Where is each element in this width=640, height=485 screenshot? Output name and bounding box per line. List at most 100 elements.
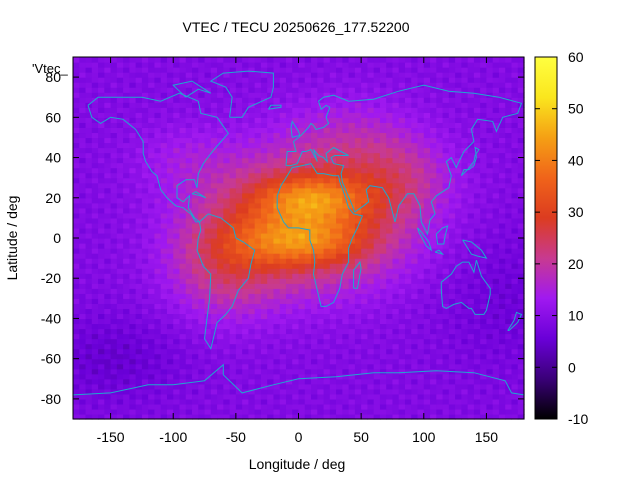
heatmap-cell (198, 92, 206, 98)
heatmap-cell (292, 348, 300, 355)
heatmap-cell (210, 142, 218, 149)
heatmap-cell (404, 122, 412, 128)
heatmap-cell (473, 398, 481, 405)
heatmap-cell (116, 187, 124, 194)
heatmap-cell (323, 363, 331, 370)
heatmap-cell (486, 318, 494, 325)
heatmap-cell (411, 238, 419, 244)
heatmap-cell (404, 77, 412, 83)
heatmap-cell (179, 67, 187, 73)
heatmap-cell (260, 142, 268, 149)
heatmap-cell (361, 177, 368, 184)
heatmap-cell (160, 132, 168, 139)
heatmap-cell (179, 388, 187, 395)
heatmap-cell (135, 182, 143, 189)
heatmap-cell (398, 167, 406, 174)
heatmap-cell (423, 167, 431, 174)
heatmap-cell (498, 323, 506, 330)
heatmap-cell (104, 243, 112, 249)
heatmap-cell (116, 343, 124, 350)
heatmap-cell (98, 182, 105, 189)
heatmap-cell (511, 278, 519, 284)
heatmap-cell (411, 408, 419, 415)
heatmap-cell (492, 248, 500, 254)
heatmap-cell (411, 127, 419, 134)
heatmap-cell (336, 323, 343, 330)
heatmap-cell (379, 217, 387, 224)
heatmap-cell (166, 82, 174, 88)
heatmap-cell (436, 137, 444, 144)
heatmap-cell (110, 278, 118, 284)
heatmap-cell (235, 167, 243, 174)
heatmap-cell (323, 127, 331, 134)
heatmap-cell (329, 393, 337, 400)
heatmap-cell (329, 323, 337, 330)
heatmap-cell (423, 182, 431, 189)
heatmap-cell (455, 298, 462, 304)
heatmap-cell (329, 202, 337, 209)
heatmap-cell (336, 162, 343, 169)
heatmap-cell (116, 97, 124, 103)
heatmap-cell (505, 162, 513, 169)
heatmap-cell (79, 137, 87, 144)
heatmap-cell (417, 323, 425, 330)
heatmap-cell (354, 197, 362, 204)
heatmap-cell (179, 152, 187, 159)
heatmap-cell (436, 127, 444, 134)
heatmap-cell (104, 383, 112, 390)
heatmap-cell (79, 157, 87, 164)
heatmap-cell (467, 212, 475, 219)
heatmap-cell (298, 87, 306, 93)
heatmap-cell (411, 313, 419, 320)
heatmap-cell (185, 167, 193, 174)
heatmap-cell (480, 162, 488, 169)
heatmap-cell (204, 413, 212, 420)
heatmap-cell (430, 102, 437, 108)
heatmap-cell (141, 117, 149, 123)
heatmap-cell (104, 172, 112, 179)
heatmap-cell (123, 87, 130, 93)
heatmap-cell (336, 278, 343, 284)
heatmap-cell (210, 358, 218, 365)
heatmap-cell (135, 278, 143, 284)
heatmap-cell (342, 343, 350, 350)
heatmap-cell (292, 253, 300, 259)
heatmap-cell (442, 253, 450, 259)
heatmap-cell (85, 343, 93, 350)
heatmap-cell (398, 308, 406, 315)
heatmap-cell (267, 338, 275, 345)
heatmap-cell (473, 202, 481, 209)
heatmap-cell (204, 202, 212, 209)
heatmap-cell (461, 87, 469, 93)
heatmap-cell (242, 127, 249, 134)
heatmap-cell (467, 72, 475, 78)
heatmap-cell (173, 102, 181, 108)
heatmap-cell (229, 137, 237, 144)
heatmap-cell (73, 398, 80, 405)
heatmap-cell (329, 72, 337, 78)
heatmap-cell (198, 107, 206, 113)
heatmap-cell (185, 232, 193, 239)
heatmap-cell (110, 127, 118, 134)
heatmap-cell (342, 368, 350, 375)
heatmap-cell (336, 298, 343, 304)
heatmap-cell (254, 363, 262, 370)
heatmap-cell (461, 77, 469, 83)
heatmap-cell (461, 298, 469, 304)
heatmap-cell (223, 378, 231, 385)
heatmap-cell (304, 333, 312, 340)
heatmap-cell (292, 378, 300, 385)
heatmap-cell (367, 117, 375, 123)
heatmap-cell (298, 152, 306, 159)
heatmap-cell (154, 192, 162, 199)
heatmap-cell (123, 328, 130, 335)
heatmap-cell (492, 333, 500, 340)
heatmap-cell (442, 328, 450, 335)
heatmap-cell (436, 238, 444, 244)
heatmap-cell (511, 238, 519, 244)
heatmap-cell (505, 167, 513, 174)
heatmap-cell (342, 348, 350, 355)
heatmap-cell (461, 348, 469, 355)
heatmap-cell (185, 298, 193, 304)
heatmap-cell (486, 87, 494, 93)
